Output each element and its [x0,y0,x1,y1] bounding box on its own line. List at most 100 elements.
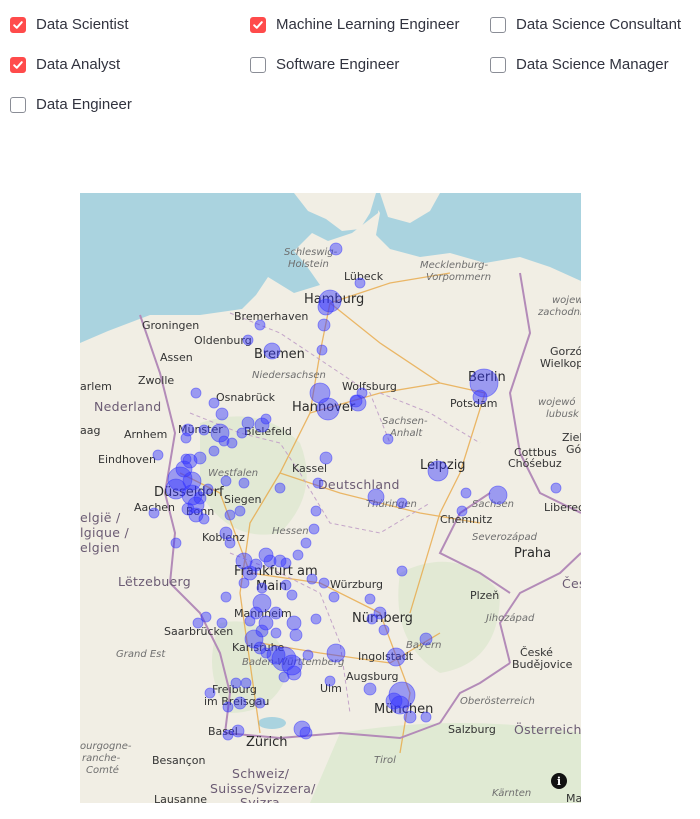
checkbox-software-engineer[interactable]: Software Engineer [250,56,399,73]
job-location-marker[interactable] [238,477,250,489]
map-canvas[interactable]: Schleswig- Holstein Lübeck Mecklenburg- … [80,193,581,803]
job-location-marker[interactable] [274,482,286,494]
job-location-marker[interactable] [188,507,204,523]
job-location-marker[interactable] [215,407,229,421]
job-location-marker[interactable] [222,729,234,741]
job-location-marker[interactable] [210,423,230,443]
job-location-marker[interactable] [403,710,417,724]
job-location-marker[interactable] [299,726,313,740]
job-location-marker[interactable] [270,627,282,639]
job-location-marker[interactable] [302,649,314,661]
job-location-marker[interactable] [180,432,192,444]
job-locations-map[interactable]: Schleswig- Holstein Lübeck Mecklenburg- … [80,193,581,803]
job-location-marker[interactable] [396,497,408,509]
job-location-marker[interactable] [378,624,390,636]
job-location-marker[interactable] [316,397,340,421]
job-location-marker[interactable] [242,334,254,346]
job-location-marker[interactable] [326,643,346,663]
job-location-marker[interactable] [238,577,250,589]
job-location-marker[interactable] [263,554,277,568]
job-location-marker[interactable] [318,289,342,313]
job-location-marker[interactable] [329,242,343,256]
job-location-marker[interactable] [181,502,195,516]
checkbox-unchecked-icon[interactable] [490,16,506,33]
job-location-marker[interactable] [286,615,302,631]
job-location-marker[interactable] [317,298,335,316]
job-location-marker[interactable] [182,471,202,491]
job-location-marker[interactable] [364,593,376,605]
job-location-marker[interactable] [308,523,320,535]
job-location-marker[interactable] [165,478,187,500]
info-icon[interactable]: i [551,773,567,789]
job-location-marker[interactable] [367,488,385,506]
job-location-marker[interactable] [278,671,290,683]
job-location-marker[interactable] [208,445,220,457]
checkbox-data-scientist[interactable]: Data Scientist [10,16,129,33]
job-location-marker[interactable] [260,413,272,425]
job-location-marker[interactable] [222,701,234,713]
checkbox-checked-icon[interactable] [10,16,26,33]
job-location-marker[interactable] [366,613,378,625]
job-location-marker[interactable] [292,549,304,561]
job-location-marker[interactable] [266,645,286,665]
job-location-marker[interactable] [306,573,318,585]
job-location-marker[interactable] [200,611,212,623]
job-location-marker[interactable] [269,606,283,620]
job-location-marker[interactable] [190,387,202,399]
job-location-marker[interactable] [254,697,266,709]
job-location-marker[interactable] [281,654,303,676]
job-location-marker[interactable] [273,554,287,568]
job-location-marker[interactable] [230,677,242,689]
job-location-marker[interactable] [170,537,182,549]
job-location-marker[interactable] [456,505,468,517]
job-location-marker[interactable] [312,477,324,489]
job-location-marker[interactable] [208,397,220,409]
job-location-marker[interactable] [328,591,340,603]
job-location-marker[interactable] [386,647,406,667]
job-location-marker[interactable] [202,483,214,495]
job-location-marker[interactable] [373,606,387,620]
job-location-marker[interactable] [198,424,210,436]
job-location-marker[interactable] [289,628,303,642]
job-location-marker[interactable] [550,482,562,494]
job-location-marker[interactable] [382,433,394,445]
checkbox-machine-learning-engineer[interactable]: Machine Learning Engineer [250,16,459,33]
job-location-marker[interactable] [310,613,322,625]
job-location-marker[interactable] [233,696,247,710]
job-location-marker[interactable] [354,277,366,289]
job-location-marker[interactable] [249,606,263,620]
job-location-marker[interactable] [324,675,336,687]
checkbox-unchecked-icon[interactable] [10,96,26,113]
job-location-marker[interactable] [460,487,472,499]
job-location-marker[interactable] [258,547,274,563]
job-location-marker[interactable] [280,579,292,591]
job-location-marker[interactable] [249,558,263,572]
checkbox-data-science-manager[interactable]: Data Science Manager [490,56,669,73]
job-location-marker[interactable] [167,466,193,492]
job-location-marker[interactable] [472,389,488,405]
checkbox-data-engineer[interactable]: Data Engineer [10,96,132,113]
job-location-marker[interactable] [317,318,331,332]
job-location-marker[interactable] [224,509,236,521]
job-location-marker[interactable] [204,687,216,699]
job-location-marker[interactable] [316,344,328,356]
job-location-marker[interactable] [226,437,238,449]
job-location-marker[interactable] [216,617,228,629]
job-location-marker[interactable] [234,505,246,517]
job-location-marker[interactable] [231,724,245,738]
job-location-marker[interactable] [263,342,281,360]
job-location-marker[interactable] [244,615,256,627]
job-location-marker[interactable] [220,475,232,487]
job-location-marker[interactable] [219,526,233,540]
job-location-marker[interactable] [469,368,499,398]
job-location-marker[interactable] [286,589,298,601]
job-location-marker[interactable] [240,677,252,689]
job-location-marker[interactable] [258,615,274,631]
checkbox-data-science-consultant[interactable]: Data Science Consultant [490,16,681,33]
job-location-marker[interactable] [390,695,410,715]
job-location-marker[interactable] [385,692,403,710]
checkbox-checked-icon[interactable] [250,16,266,33]
job-location-marker[interactable] [419,632,433,646]
job-location-marker[interactable] [236,427,248,439]
job-location-marker[interactable] [280,557,292,569]
